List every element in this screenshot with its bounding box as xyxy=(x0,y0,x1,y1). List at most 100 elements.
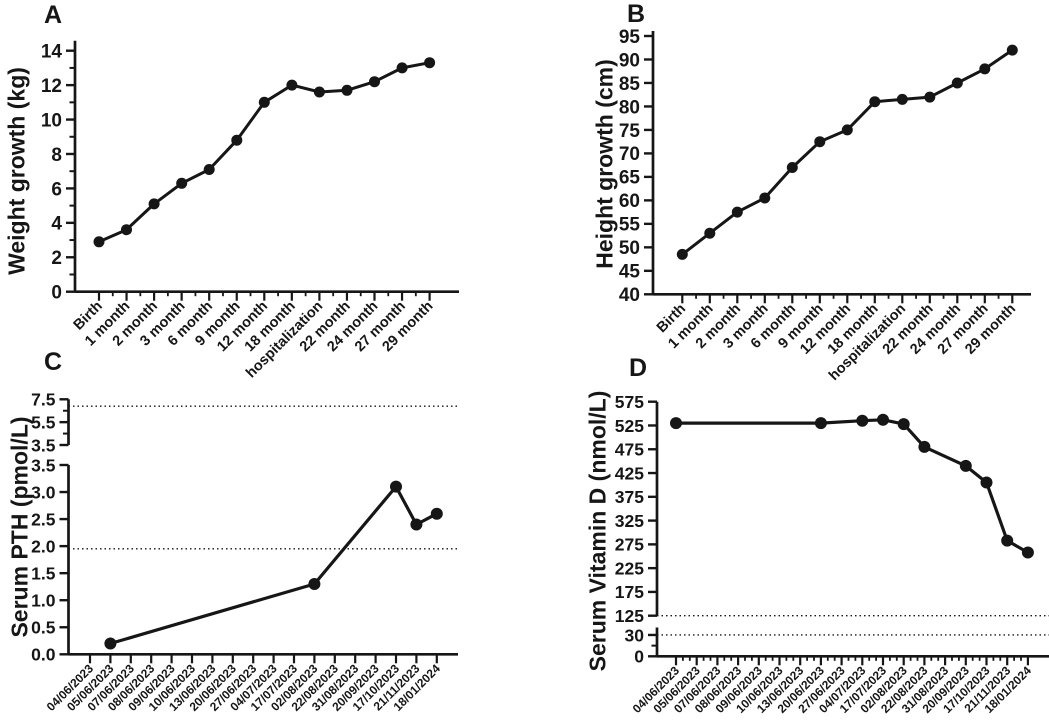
data-point xyxy=(959,459,972,472)
y-tick-label: 90 xyxy=(619,50,640,71)
y-tick-label: 3.5 xyxy=(31,455,56,475)
y-tick-label: 75 xyxy=(619,121,641,142)
data-points xyxy=(93,57,436,248)
data-point xyxy=(814,417,827,430)
data-point xyxy=(148,198,160,210)
y-tick-label: 0 xyxy=(634,647,644,667)
data-point xyxy=(980,476,993,489)
y-tick-label: 175 xyxy=(615,582,644,602)
y-axis-segment: 3.5 5.57.5 xyxy=(31,390,70,455)
y-axis-title-serum-pth: Serum PTH (pmol/L) xyxy=(6,416,33,638)
y-tick-label: 0 xyxy=(51,283,62,304)
data-point xyxy=(93,236,105,248)
y-tick-label: 95 xyxy=(619,27,641,48)
data-point xyxy=(396,62,408,74)
x-axis: 04/06/202305/06/202307/06/202308/06/2023… xyxy=(44,652,458,714)
data-point xyxy=(841,124,853,136)
data-point xyxy=(951,77,963,89)
data-point xyxy=(176,177,188,189)
data-point xyxy=(979,63,991,75)
data-point xyxy=(390,480,402,493)
y-tick-label: 225 xyxy=(615,558,644,578)
y-tick-label: 375 xyxy=(615,487,644,507)
x-axis: 04/06/202305/06/202307/06/202308/06/2023… xyxy=(630,654,1049,716)
y-tick-label: 85 xyxy=(619,74,641,95)
y-axis-title-weight-growth: Weight growth (kg) xyxy=(3,67,30,275)
data-point xyxy=(1001,534,1014,547)
y-tick-label: 3.5 xyxy=(31,435,56,455)
panel-letter-b: B xyxy=(627,0,646,28)
data-point xyxy=(786,162,798,173)
data-point xyxy=(424,57,436,69)
serum-vitamin-d-chart: 12517522527532537542547552557503004/06/2… xyxy=(615,392,1049,716)
panel-letter-c: C xyxy=(44,348,63,376)
y-tick-label: 55 xyxy=(619,215,641,236)
data-point xyxy=(313,86,325,98)
panel-letter-a: A xyxy=(44,1,63,29)
y-tick-label: 80 xyxy=(619,97,640,118)
data-point xyxy=(704,227,716,239)
data-point xyxy=(104,637,117,650)
y-tick-label: 1.0 xyxy=(31,591,56,611)
data-point xyxy=(897,418,910,431)
data-point xyxy=(308,578,321,590)
y-tick-label: 275 xyxy=(615,535,644,555)
y-axis-segment: 030 xyxy=(625,625,659,667)
data-point xyxy=(759,192,771,204)
y-tick-label: 30 xyxy=(625,625,645,645)
data-point xyxy=(814,136,826,148)
data-point xyxy=(731,206,743,218)
data-point xyxy=(676,248,688,260)
data-point xyxy=(918,440,931,453)
data-point xyxy=(369,76,380,88)
data-point xyxy=(121,224,132,236)
data-point xyxy=(430,507,443,520)
y-tick-label: 10 xyxy=(41,110,62,131)
y-tick-label: 14 xyxy=(41,42,63,63)
panel-letter-d: D xyxy=(629,354,648,382)
y-tick-label: 3.0 xyxy=(31,482,56,502)
y-tick-label: 45 xyxy=(619,262,641,283)
y-tick-label: 575 xyxy=(615,392,644,412)
data-point xyxy=(341,84,353,96)
data-point xyxy=(203,164,215,175)
data-points xyxy=(104,480,443,650)
data-point xyxy=(869,96,881,108)
y-tick-label: 2.5 xyxy=(31,509,56,529)
y-tick-label: 5.5 xyxy=(31,412,56,432)
data-points xyxy=(670,413,1034,559)
y-tick-label: 0.5 xyxy=(31,618,56,638)
panel-serum-vitamin-d: 125 175 225 275 325 375 425 475 525 575 0 30 04/06/2… xyxy=(524,364,1049,728)
y-tick-label: 325 xyxy=(615,511,644,531)
data-points xyxy=(676,44,1018,260)
y-tick-label: 7.5 xyxy=(31,390,56,410)
data-point xyxy=(924,91,936,103)
y-tick-label: 70 xyxy=(619,144,640,165)
data-line xyxy=(676,418,1029,554)
data-point xyxy=(286,79,298,91)
y-axis-segment: 125 175 225 275 325 375 425 475 525 575 xyxy=(615,392,659,626)
y-tick-label: 65 xyxy=(619,168,641,189)
y-tick-label: 475 xyxy=(615,440,644,460)
y-axis-title-height-growth: Height growth (cm) xyxy=(591,59,618,269)
data-line xyxy=(681,48,1014,256)
y-axis-title-serum-vitamin-d: Serum Vitamin D (nmol/L) xyxy=(584,390,611,672)
y-tick-label: 425 xyxy=(615,463,644,483)
panel-height-growth: 40 45 50 55 60 65 70 75 80 85 90 95 Birth 1 month 2 mo… xyxy=(524,0,1049,384)
y-tick-label: 0.0 xyxy=(31,645,56,665)
data-point xyxy=(1021,546,1034,559)
serum-pth-chart: 3.5 5.57.5 0.0 0.5 1.0 1.5 2.0 2.5 3.0 3.5 04/06/2… xyxy=(31,390,458,714)
data-point xyxy=(877,413,889,426)
y-tick-label: 50 xyxy=(619,238,640,259)
data-point xyxy=(896,93,908,105)
data-point xyxy=(856,414,869,427)
y-tick-label: 4 xyxy=(51,214,62,235)
y-axis-segment: 0 2 4 6 8 10 12 14 xyxy=(41,40,77,304)
y-tick-label: 60 xyxy=(619,191,640,212)
data-line xyxy=(109,484,438,646)
data-point xyxy=(670,417,682,430)
